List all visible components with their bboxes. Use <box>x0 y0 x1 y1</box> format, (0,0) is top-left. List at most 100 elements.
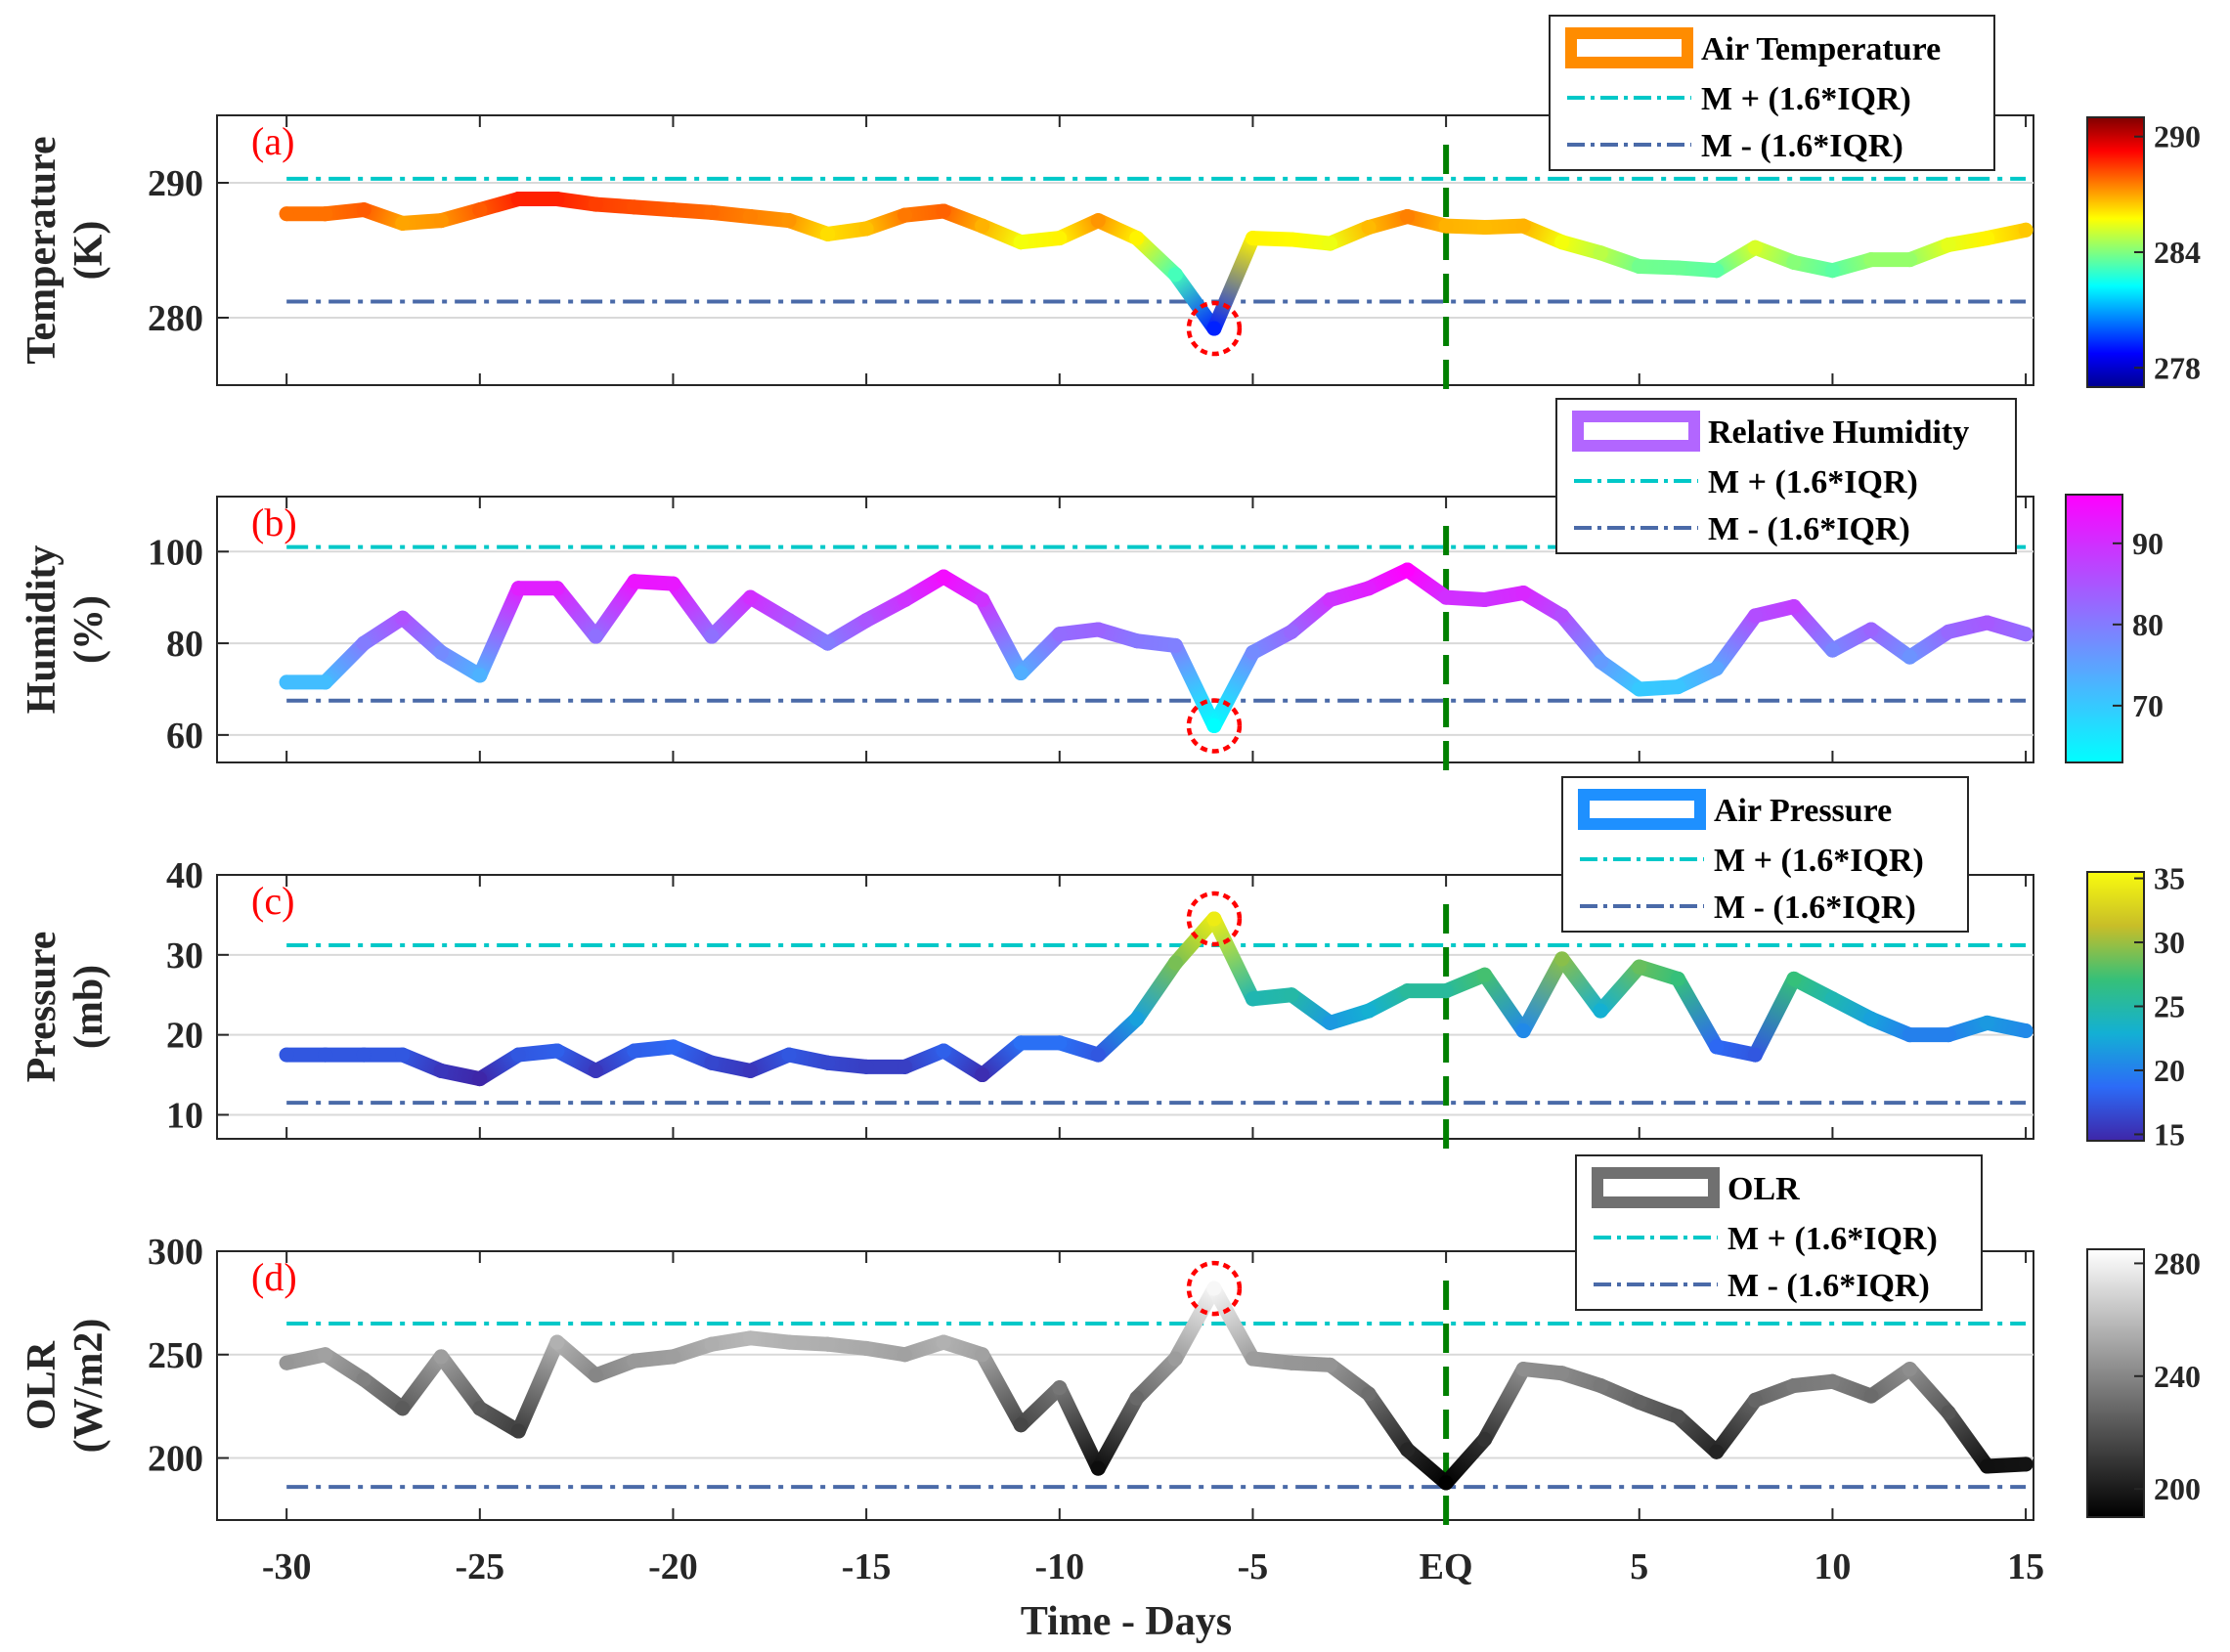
data-point <box>318 1047 333 1063</box>
data-point <box>897 1347 913 1363</box>
x-tick-label: EQ <box>1420 1546 1473 1587</box>
data-point <box>2018 627 2033 642</box>
data-point <box>1438 218 1454 234</box>
y-axis-label: Pressure <box>20 932 65 1083</box>
data-point <box>2018 222 2033 238</box>
data-point <box>665 1039 680 1055</box>
data-point <box>279 206 294 222</box>
series-segment <box>1052 1380 1106 1476</box>
colorbar: 70 80 90 <box>2065 494 2164 763</box>
series-segment <box>1554 951 1608 1019</box>
y-axis-unit: (mb) <box>66 965 111 1049</box>
series-segment <box>1786 599 1840 658</box>
series-segment <box>1863 622 1917 665</box>
series-segment <box>1593 654 1647 697</box>
data-point <box>936 203 951 219</box>
data-point <box>1709 661 1725 676</box>
panel-label: (d) <box>251 1255 297 1299</box>
series-segment <box>975 592 1028 681</box>
data-point <box>627 1353 642 1369</box>
series-segment <box>1129 231 1183 283</box>
legend-swatch-series <box>1565 27 1693 68</box>
y-axis-unit: (W/m2) <box>66 1319 111 1454</box>
data-point <box>549 1334 565 1350</box>
data-point <box>1786 971 1802 986</box>
data-point <box>1129 1011 1145 1026</box>
series-segment <box>1129 955 1183 1026</box>
data-point <box>665 202 680 218</box>
series-segment <box>936 569 990 608</box>
legend-swatch-series <box>1578 789 1706 830</box>
y-axis-unit: (%) <box>66 595 111 664</box>
series-segment <box>897 569 951 608</box>
data-point <box>781 1334 797 1350</box>
data-point <box>936 569 951 585</box>
data-point <box>433 213 449 229</box>
data-point <box>1824 642 1840 658</box>
data-point <box>1129 1390 1145 1406</box>
data-point <box>1941 1027 1956 1043</box>
data-point <box>1554 608 1570 624</box>
legend-entry: M + (1.6*IQR) <box>1727 1221 1938 1257</box>
series-segment <box>433 1349 488 1416</box>
data-point <box>627 1043 642 1059</box>
panel-label: (b) <box>251 500 297 544</box>
legend: Relative Humidity M + (1.6*IQR) M - (1.6*I… <box>1555 398 2017 554</box>
series-segment <box>1013 627 1068 681</box>
data-point <box>1554 235 1570 250</box>
series-segment <box>781 613 836 651</box>
series-segment <box>318 1347 372 1387</box>
legend-entry: OLR <box>1727 1171 1800 1207</box>
series-segment <box>1206 1281 1260 1367</box>
series-segment <box>588 574 642 644</box>
data-point <box>704 1055 720 1070</box>
series-segment <box>510 1334 565 1439</box>
data-point <box>472 1401 488 1416</box>
y-tick-label: 30 <box>166 935 203 977</box>
legend: Air Temperature M + (1.6*IQR) M - (1.6*IQR… <box>1549 15 1995 171</box>
data-point <box>1902 649 1917 665</box>
series-segment <box>472 581 526 683</box>
series-segment <box>1284 987 1338 1030</box>
data-point <box>975 218 990 234</box>
data-point <box>588 1063 603 1078</box>
x-tick-label: 10 <box>1814 1546 1851 1587</box>
y-tick-label: 250 <box>148 1335 203 1376</box>
data-point <box>2018 1023 2033 1039</box>
colorbar-tick-label: 284 <box>2154 235 2201 270</box>
data-point <box>1709 1039 1725 1055</box>
series-segment <box>704 589 759 644</box>
series-segment <box>820 613 874 651</box>
data-point <box>1863 1011 1879 1026</box>
data-point <box>1515 585 1531 600</box>
series-segment <box>549 1334 603 1383</box>
data-point <box>318 206 333 222</box>
data-point <box>1323 1015 1338 1030</box>
series-segment <box>1323 1357 1377 1402</box>
legend-entry: M - (1.6*IQR) <box>1727 1268 1930 1304</box>
data-point <box>1013 1035 1028 1051</box>
panel-2: 60 80 100 (b) Humidity (%) Relative Humidity M … <box>20 398 2164 776</box>
data-point <box>1400 562 1416 578</box>
data-point <box>1786 1378 1802 1393</box>
series-segment <box>1129 1351 1183 1406</box>
series-segment <box>1902 1362 1956 1420</box>
data-point <box>665 1349 680 1365</box>
data-point <box>1361 1386 1377 1402</box>
data-point <box>395 215 411 231</box>
data-point <box>510 192 526 207</box>
data-point <box>1593 1378 1608 1393</box>
data-point <box>1206 717 1222 733</box>
x-tick-label: -30 <box>262 1546 312 1587</box>
anomaly-marker <box>1186 300 1243 357</box>
data-point <box>1941 624 1956 639</box>
data-point <box>1747 239 1763 255</box>
data-point <box>1980 1458 1995 1474</box>
colorbar-tick-label: 278 <box>2154 350 2201 385</box>
data-point <box>510 581 526 596</box>
data-point <box>1167 267 1183 283</box>
data-point <box>936 1043 951 1059</box>
data-point <box>395 1047 411 1063</box>
data-point <box>356 635 372 651</box>
